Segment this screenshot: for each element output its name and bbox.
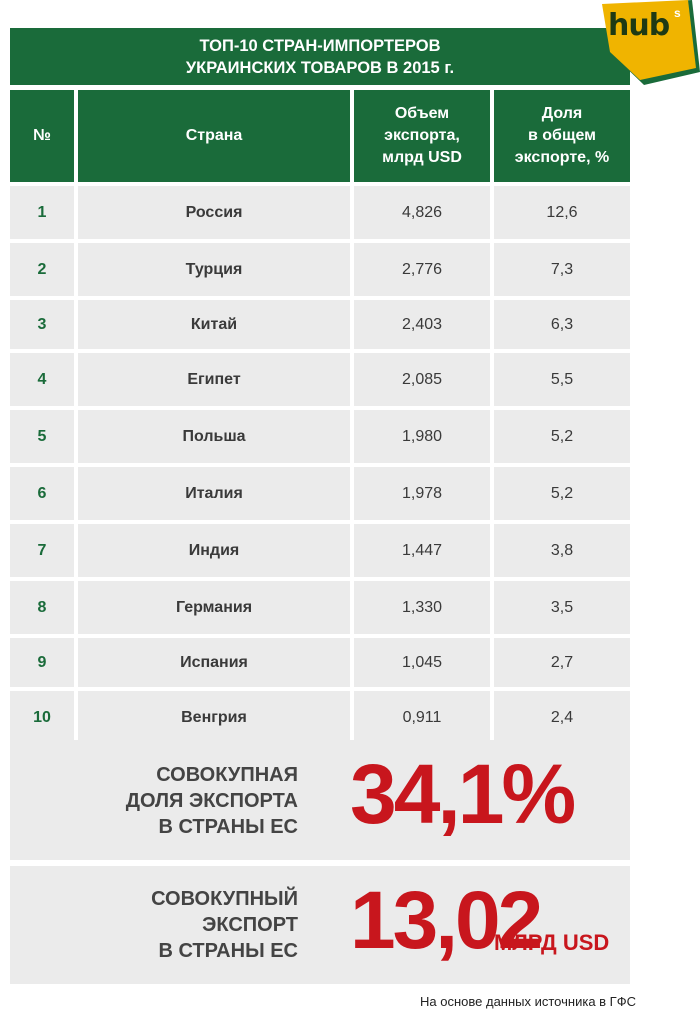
source-note: На основе данных источника в ГФС bbox=[420, 994, 636, 1009]
header-share: Доля в общем экспорте, % bbox=[494, 90, 630, 182]
row-share: 3,8 bbox=[494, 524, 630, 577]
row-num: 3 bbox=[10, 300, 74, 349]
row-country: Польша bbox=[78, 410, 350, 463]
header-volume-line-3: млрд USD bbox=[382, 149, 462, 166]
row-volume: 1,978 bbox=[354, 467, 490, 520]
hub-logo-shape bbox=[602, 0, 700, 85]
row-share: 2,4 bbox=[494, 691, 630, 744]
row-volume: 1,045 bbox=[354, 638, 490, 687]
header-volume-line-2: экспорта, bbox=[384, 127, 460, 144]
title-line-2: УКРАИНСКИХ ТОВАРОВ В 2015 г. bbox=[185, 58, 455, 77]
eu-total-label: СОВОКУПНЫЙ ЭКСПОРТ В СТРАНЫ ЕС bbox=[151, 886, 298, 964]
hub-logo-text: hub bbox=[608, 8, 670, 43]
table-header-row: № Страна Объем экспорта, млрд USD Доля в… bbox=[10, 90, 630, 182]
row-num: 1 bbox=[10, 186, 74, 239]
row-volume: 4,826 bbox=[354, 186, 490, 239]
title-line-1: ТОП-10 СТРАН-ИМПОРТЕРОВ bbox=[199, 36, 441, 55]
row-num: 5 bbox=[10, 410, 74, 463]
table-row: 1 Россия 4,826 12,6 bbox=[10, 186, 630, 239]
row-country: Турция bbox=[78, 243, 350, 296]
header-num: № bbox=[10, 90, 74, 182]
row-country: Венгрия bbox=[78, 691, 350, 744]
row-share: 5,2 bbox=[494, 410, 630, 463]
row-volume: 2,403 bbox=[354, 300, 490, 349]
eu-share-label-line-2: ДОЛЯ ЭКСПОРТА bbox=[125, 790, 298, 812]
row-volume: 2,085 bbox=[354, 353, 490, 406]
eu-share-box: СОВОКУПНАЯ ДОЛЯ ЭКСПОРТА В СТРАНЫ ЕС 34,… bbox=[10, 740, 630, 860]
hub-logo-sup: s bbox=[674, 6, 681, 20]
row-country: Китай bbox=[78, 300, 350, 349]
row-share: 5,5 bbox=[494, 353, 630, 406]
row-country: Германия bbox=[78, 581, 350, 634]
eu-total-label-line-1: СОВОКУПНЫЙ bbox=[151, 888, 298, 910]
eu-total-unit: МЛРД USD bbox=[494, 930, 610, 955]
row-share: 5,2 bbox=[494, 467, 630, 520]
header-share-line-3: экспорте, % bbox=[514, 149, 610, 166]
eu-total-label-line-2: ЭКСПОРТ bbox=[202, 914, 298, 936]
row-num: 4 bbox=[10, 353, 74, 406]
row-share: 2,7 bbox=[494, 638, 630, 687]
table-row: 7 Индия 1,447 3,8 bbox=[10, 524, 630, 577]
row-share: 7,3 bbox=[494, 243, 630, 296]
eu-share-label-line-3: В СТРАНЫ ЕС bbox=[158, 816, 298, 838]
row-country: Испания bbox=[78, 638, 350, 687]
row-num: 2 bbox=[10, 243, 74, 296]
hub-logo bbox=[592, 0, 700, 85]
header-share-line-2: в общем bbox=[528, 127, 596, 144]
header-country: Страна bbox=[78, 90, 350, 182]
row-num: 9 bbox=[10, 638, 74, 687]
eu-total-label-line-3: В СТРАНЫ ЕС bbox=[158, 940, 298, 962]
row-share: 6,3 bbox=[494, 300, 630, 349]
table-row: 4 Египет 2,085 5,5 bbox=[10, 353, 630, 406]
row-num: 6 bbox=[10, 467, 74, 520]
row-country: Индия bbox=[78, 524, 350, 577]
row-share: 3,5 bbox=[494, 581, 630, 634]
eu-share-label: СОВОКУПНАЯ ДОЛЯ ЭКСПОРТА В СТРАНЫ ЕС bbox=[126, 762, 298, 840]
eu-total-value: 13,02 bbox=[350, 875, 543, 966]
eu-share-label-line-1: СОВОКУПНАЯ bbox=[156, 764, 298, 786]
row-volume: 1,330 bbox=[354, 581, 490, 634]
table-row: 3 Китай 2,403 6,3 bbox=[10, 300, 630, 349]
table-row: 6 Италия 1,978 5,2 bbox=[10, 467, 630, 520]
eu-share-value: 34,1% bbox=[350, 747, 576, 841]
row-volume: 2,776 bbox=[354, 243, 490, 296]
table-row: 9 Испания 1,045 2,7 bbox=[10, 638, 630, 687]
table-row: 8 Германия 1,330 3,5 bbox=[10, 581, 630, 634]
row-country: Италия bbox=[78, 467, 350, 520]
row-num: 8 bbox=[10, 581, 74, 634]
row-volume: 0,911 bbox=[354, 691, 490, 744]
row-volume: 1,980 bbox=[354, 410, 490, 463]
table-row: 2 Турция 2,776 7,3 bbox=[10, 243, 630, 296]
importers-table: № Страна Объем экспорта, млрд USD Доля в… bbox=[10, 90, 630, 748]
row-country: Россия bbox=[78, 186, 350, 239]
header-volume-line-1: Объем bbox=[394, 105, 450, 122]
row-country: Египет bbox=[78, 353, 350, 406]
header-share-line-1: Доля bbox=[541, 105, 583, 122]
table-row: 10 Венгрия 0,911 2,4 bbox=[10, 691, 630, 744]
row-volume: 1,447 bbox=[354, 524, 490, 577]
row-num: 7 bbox=[10, 524, 74, 577]
eu-total-box: СОВОКУПНЫЙ ЭКСПОРТ В СТРАНЫ ЕС 13,02 МЛР… bbox=[10, 866, 630, 984]
title-banner: ТОП-10 СТРАН-ИМПОРТЕРОВ УКРАИНСКИХ ТОВАР… bbox=[10, 28, 630, 85]
header-volume: Объем экспорта, млрд USD bbox=[354, 90, 490, 182]
table-row: 5 Польша 1,980 5,2 bbox=[10, 410, 630, 463]
row-num: 10 bbox=[10, 691, 74, 744]
row-share: 12,6 bbox=[494, 186, 630, 239]
